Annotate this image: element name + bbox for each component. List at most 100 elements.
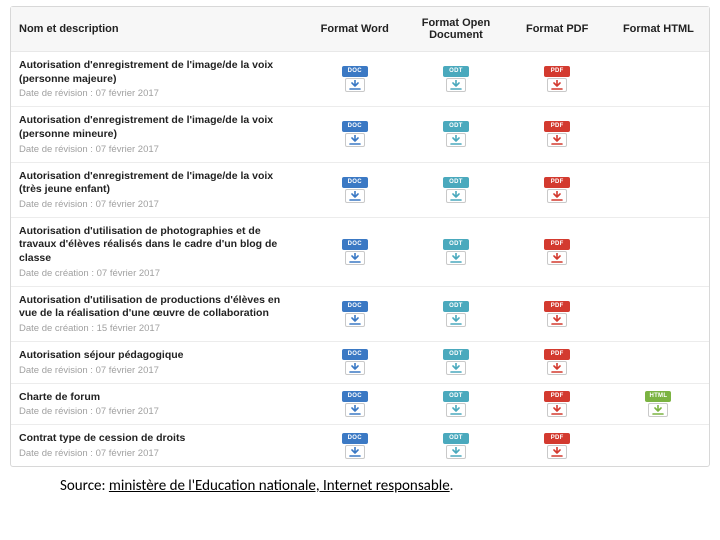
- cell-name: Autorisation d'utilisation de photograph…: [11, 217, 304, 286]
- doc-title: Autorisation séjour pédagogique: [19, 349, 296, 363]
- cell-format-doc: DOC: [304, 342, 405, 384]
- cell-format-odt: ODT: [405, 286, 506, 341]
- cell-format-pdf: PDF: [507, 286, 608, 341]
- download-odt-icon[interactable]: ODT: [443, 391, 469, 417]
- download-doc-icon[interactable]: DOC: [342, 391, 368, 417]
- download-odt-icon[interactable]: ODT: [443, 66, 469, 92]
- cell-format-doc: DOC: [304, 217, 405, 286]
- documents-table: Nom et description Format Word Format Op…: [11, 7, 709, 466]
- col-header-word: Format Word: [304, 7, 405, 52]
- table-row: Charte de forumDate de révision : 07 fév…: [11, 383, 709, 425]
- download-odt-icon[interactable]: ODT: [443, 349, 469, 375]
- download-doc-icon[interactable]: DOC: [342, 239, 368, 265]
- download-odt-icon[interactable]: ODT: [443, 301, 469, 327]
- cell-format-odt: ODT: [405, 342, 506, 384]
- cell-format-pdf: PDF: [507, 383, 608, 425]
- col-header-pdf: Format PDF: [507, 7, 608, 52]
- download-doc-icon[interactable]: DOC: [342, 121, 368, 147]
- doc-date: Date de révision : 07 février 2017: [19, 365, 296, 376]
- documents-table-panel: Nom et description Format Word Format Op…: [10, 6, 710, 467]
- download-html-icon[interactable]: HTML: [645, 391, 671, 417]
- cell-name: Autorisation d'enregistrement de l'image…: [11, 107, 304, 162]
- cell-name: Contrat type de cession de droits Date de…: [11, 425, 304, 466]
- table-row: Autorisation d'utilisation de production…: [11, 286, 709, 341]
- download-doc-icon[interactable]: DOC: [342, 349, 368, 375]
- cell-format-html: [608, 286, 709, 341]
- table-row: Autorisation séjour pédagogique Date de r…: [11, 342, 709, 384]
- source-prefix: Source:: [60, 477, 109, 495]
- download-pdf-icon[interactable]: PDF: [544, 391, 570, 417]
- source-suffix: .: [450, 477, 454, 495]
- download-doc-icon[interactable]: DOC: [342, 433, 368, 459]
- cell-format-pdf: PDF: [507, 217, 608, 286]
- cell-format-pdf: PDF: [507, 342, 608, 384]
- cell-name: Charte de forumDate de révision : 07 fév…: [11, 383, 304, 425]
- cell-format-html: [608, 107, 709, 162]
- doc-date: Date de révision : 07 février 2017: [19, 144, 296, 155]
- cell-format-odt: ODT: [405, 52, 506, 107]
- cell-format-doc: DOC: [304, 162, 405, 217]
- download-odt-icon[interactable]: ODT: [443, 239, 469, 265]
- download-pdf-icon[interactable]: PDF: [544, 239, 570, 265]
- download-doc-icon[interactable]: DOC: [342, 301, 368, 327]
- cell-format-doc: DOC: [304, 286, 405, 341]
- doc-date: Date de révision : 07 février 2017: [19, 88, 296, 99]
- cell-format-odt: ODT: [405, 162, 506, 217]
- download-pdf-icon[interactable]: PDF: [544, 66, 570, 92]
- download-pdf-icon[interactable]: PDF: [544, 177, 570, 203]
- col-header-opendocument: Format Open Document: [405, 7, 506, 52]
- doc-date: Date de création : 07 février 2017: [19, 268, 296, 279]
- cell-format-html: HTML: [608, 383, 709, 425]
- table-row: Autorisation d'enregistrement de l'image…: [11, 52, 709, 107]
- doc-title: Contrat type de cession de droits: [19, 432, 296, 446]
- download-odt-icon[interactable]: ODT: [443, 121, 469, 147]
- doc-date: Date de révision : 07 février 2017: [19, 199, 296, 210]
- cell-format-odt: ODT: [405, 383, 506, 425]
- doc-date: Date de révision : 07 février 2017: [19, 406, 296, 417]
- download-odt-icon[interactable]: ODT: [443, 433, 469, 459]
- table-row: Autorisation d'utilisation de photograph…: [11, 217, 709, 286]
- cell-format-doc: DOC: [304, 107, 405, 162]
- doc-title: Autorisation d'utilisation de production…: [19, 294, 296, 321]
- table-row: Autorisation d'enregistrement de l'image…: [11, 107, 709, 162]
- cell-format-html: [608, 425, 709, 466]
- table-row: Autorisation d'enregistrement de l'image…: [11, 162, 709, 217]
- download-doc-icon[interactable]: DOC: [342, 177, 368, 203]
- col-header-name: Nom et description: [11, 7, 304, 52]
- cell-format-html: [608, 217, 709, 286]
- cell-format-doc: DOC: [304, 52, 405, 107]
- cell-format-pdf: PDF: [507, 162, 608, 217]
- doc-title: Autorisation d'enregistrement de l'image…: [19, 114, 296, 141]
- download-pdf-icon[interactable]: PDF: [544, 301, 570, 327]
- download-pdf-icon[interactable]: PDF: [544, 121, 570, 147]
- doc-date: Date de révision : 07 février 2017: [19, 448, 296, 459]
- cell-name: Autorisation séjour pédagogique Date de r…: [11, 342, 304, 384]
- cell-format-html: [608, 162, 709, 217]
- cell-format-odt: ODT: [405, 217, 506, 286]
- table-row: Contrat type de cession de droits Date de…: [11, 425, 709, 466]
- cell-name: Autorisation d'utilisation de production…: [11, 286, 304, 341]
- source-citation: Source: ministère de l'Education nationa…: [60, 477, 710, 495]
- cell-name: Autorisation d'enregistrement de l'image…: [11, 52, 304, 107]
- cell-format-odt: ODT: [405, 425, 506, 466]
- download-pdf-icon[interactable]: PDF: [544, 349, 570, 375]
- download-pdf-icon[interactable]: PDF: [544, 433, 570, 459]
- doc-title: Autorisation d'enregistrement de l'image…: [19, 170, 296, 197]
- cell-format-pdf: PDF: [507, 107, 608, 162]
- cell-format-html: [608, 52, 709, 107]
- cell-format-pdf: PDF: [507, 52, 608, 107]
- download-odt-icon[interactable]: ODT: [443, 177, 469, 203]
- cell-format-odt: ODT: [405, 107, 506, 162]
- cell-format-pdf: PDF: [507, 425, 608, 466]
- cell-format-html: [608, 342, 709, 384]
- download-doc-icon[interactable]: DOC: [342, 66, 368, 92]
- col-header-html: Format HTML: [608, 7, 709, 52]
- source-link[interactable]: ministère de l'Education nationale, Inte…: [109, 477, 450, 495]
- doc-title: Charte de forum: [19, 391, 296, 405]
- doc-date: Date de création : 15 février 2017: [19, 323, 296, 334]
- doc-title: Autorisation d'utilisation de photograph…: [19, 225, 296, 266]
- cell-name: Autorisation d'enregistrement de l'image…: [11, 162, 304, 217]
- cell-format-doc: DOC: [304, 383, 405, 425]
- cell-format-doc: DOC: [304, 425, 405, 466]
- table-header-row: Nom et description Format Word Format Op…: [11, 7, 709, 52]
